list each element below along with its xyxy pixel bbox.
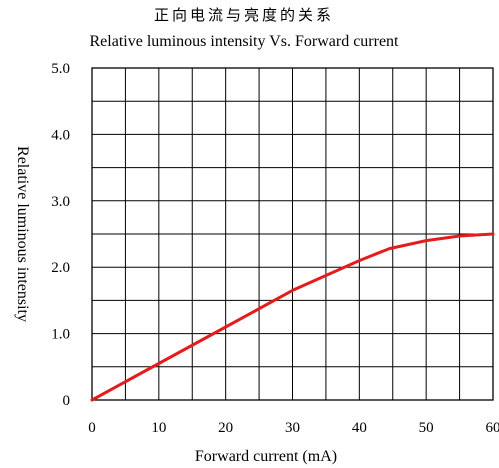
y-tick-label: 3.0 [51, 194, 70, 210]
series-line [90, 232, 495, 402]
x-tick-label: 30 [285, 420, 300, 436]
y-tick-label: 1.0 [51, 327, 70, 343]
y-tick-label: 4.0 [51, 127, 70, 143]
y-tick-label: 5.0 [51, 61, 70, 77]
x-axis-label: Forward current (mA) [195, 448, 337, 465]
chart-subtitle: Relative luminous intensity Vs. Forward … [90, 33, 400, 50]
y-axis-label: Relative luminous intensity [14, 146, 31, 322]
y-tick-labels: 0 1.0 2.0 3.0 4.0 5.0 [51, 61, 70, 409]
y-tick-label: 0 [63, 393, 71, 409]
series [90, 232, 495, 402]
x-tick-labels: 0 10 20 30 40 50 60 [88, 420, 499, 436]
x-tick-label: 10 [151, 420, 166, 436]
x-tick-label: 0 [88, 420, 96, 436]
x-tick-label: 40 [352, 420, 367, 436]
x-tick-label: 60 [486, 420, 499, 436]
grid [92, 68, 493, 400]
chart-title: 正向电流与亮度的关系 [154, 6, 334, 24]
y-tick-label: 2.0 [51, 260, 70, 276]
x-tick-label: 20 [218, 420, 233, 436]
x-tick-label: 50 [419, 420, 434, 436]
